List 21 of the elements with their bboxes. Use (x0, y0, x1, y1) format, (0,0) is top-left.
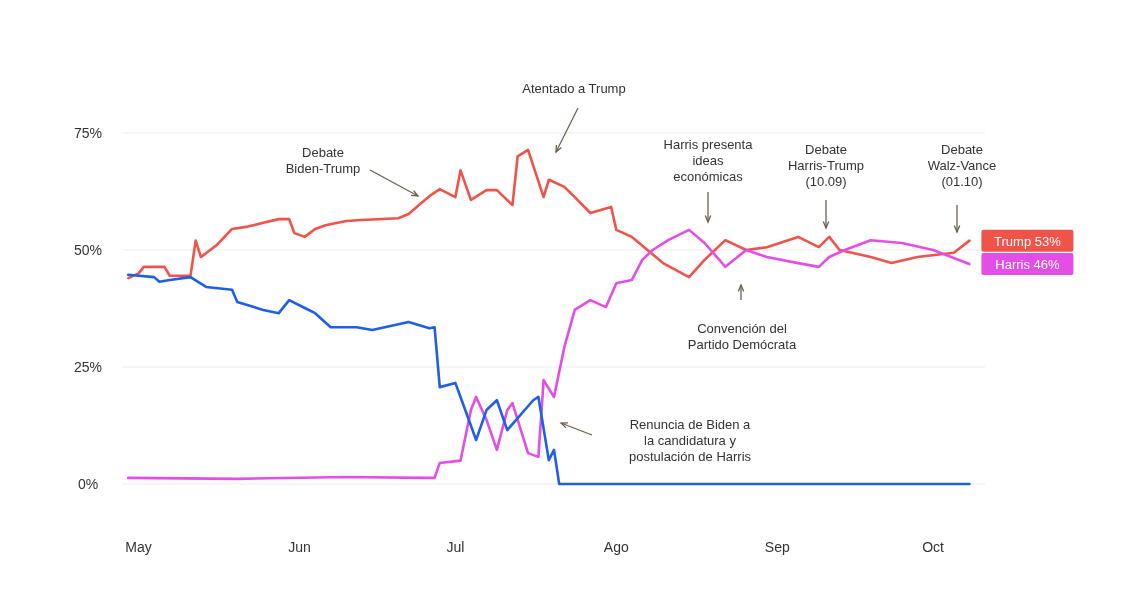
annotation: Debate Walz-Vance (01.10) (927, 142, 997, 189)
annotation: Debate Harris-Trump (10.09) (787, 142, 865, 189)
x-tick-label: Sep (764, 539, 790, 555)
y-tick-label: 25% (73, 359, 103, 375)
line-series (126, 228, 971, 481)
y-tick-label: 75% (73, 125, 103, 141)
series-label: Harris 46% (995, 257, 1061, 273)
x-tick-label: Oct (922, 539, 945, 555)
text: Atentado a Trump (522, 81, 626, 96)
x-tick-label: Ago (603, 539, 629, 555)
x-tick-label: May (125, 539, 152, 555)
y-tick-label: 50% (73, 242, 103, 258)
series-label: Trump 53% (994, 233, 1062, 249)
x-tick-label: Jul (446, 539, 465, 555)
annotation: Convención del Partido Demócrata (687, 321, 797, 352)
line-series (126, 273, 971, 486)
x-tick-label: Jun (288, 539, 311, 555)
y-tick-label: 0% (77, 476, 99, 492)
annotation: Debate Biden-Trump (285, 145, 361, 176)
annotation: Renuncia de Biden a la candidatura y postulación de Harris (628, 417, 752, 464)
annotation: Harris presenta ideas económicas (663, 137, 754, 184)
